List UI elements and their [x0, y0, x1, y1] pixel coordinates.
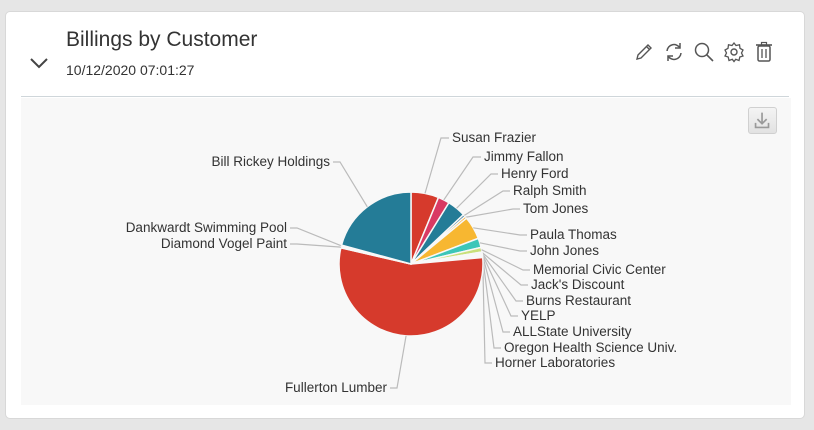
leader-line: [463, 190, 510, 217]
download-icon: [754, 112, 770, 129]
slice-label: Henry Ford: [501, 166, 569, 181]
leader-line: [424, 137, 449, 194]
pie-chart-area: Susan Frazier Jimmy Fallon Henry Ford Ralph…: [21, 98, 791, 405]
widget-toolbar: [632, 40, 776, 64]
leader-line: [390, 335, 407, 389]
leader-line: [443, 156, 481, 201]
slice-label: Jimmy Fallon: [484, 149, 564, 164]
slice-label: Dankwardt Swimming Pool: [126, 220, 287, 235]
header-divider: [21, 96, 789, 97]
pencil-icon[interactable]: [632, 40, 656, 64]
slice-label: Susan Frazier: [452, 130, 537, 145]
slice-label: Ralph Smith: [513, 183, 587, 198]
pie-slice[interactable]: [340, 191, 412, 265]
leader-line: [473, 227, 527, 236]
slice-label: Memorial Civic Center: [533, 262, 666, 277]
trash-icon[interactable]: [752, 40, 776, 64]
leader-line: [456, 173, 498, 209]
leader-line: [290, 243, 342, 248]
leader-line: [481, 249, 530, 271]
slice-label: Tom Jones: [523, 201, 589, 216]
billings-widget-card: Billings by Customer 10/12/2020 07:01:27…: [5, 11, 805, 419]
collapse-chevron-icon[interactable]: [28, 54, 50, 72]
search-icon[interactable]: [692, 40, 716, 64]
gear-icon[interactable]: [722, 40, 746, 64]
slice-label: Bill Rickey Holdings: [211, 154, 330, 169]
leader-line: [481, 255, 510, 333]
leader-line: [481, 253, 523, 302]
slice-label: Fullerton Lumber: [285, 380, 388, 395]
slice-label: Horner Laboratories: [495, 355, 615, 370]
slice-label: Oregon Health Science Univ.: [504, 340, 677, 355]
leader-line: [481, 251, 528, 286]
pie-chart: Susan Frazier Jimmy Fallon Henry Ford Ralph…: [126, 130, 677, 395]
slice-label: John Jones: [530, 243, 599, 258]
slice-label: YELP: [521, 308, 556, 323]
slice-label: Diamond Vogel Paint: [161, 236, 287, 251]
slice-label: Paula Thomas: [530, 227, 617, 242]
leader-line: [482, 257, 492, 364]
slice-label: ALLState University: [513, 324, 632, 339]
leader-line: [465, 208, 520, 218]
slice-label: Jack's Discount: [531, 277, 625, 292]
leader-line: [481, 254, 518, 317]
leader-line: [333, 161, 368, 208]
download-button[interactable]: [748, 107, 777, 134]
widget-timestamp: 10/12/2020 07:01:27: [66, 62, 195, 78]
leader-line: [290, 227, 342, 247]
refresh-icon[interactable]: [662, 40, 686, 64]
slice-label: Burns Restaurant: [526, 293, 631, 308]
leader-line: [479, 242, 527, 252]
widget-title: Billings by Customer: [66, 28, 258, 51]
leader-line: [481, 256, 501, 349]
